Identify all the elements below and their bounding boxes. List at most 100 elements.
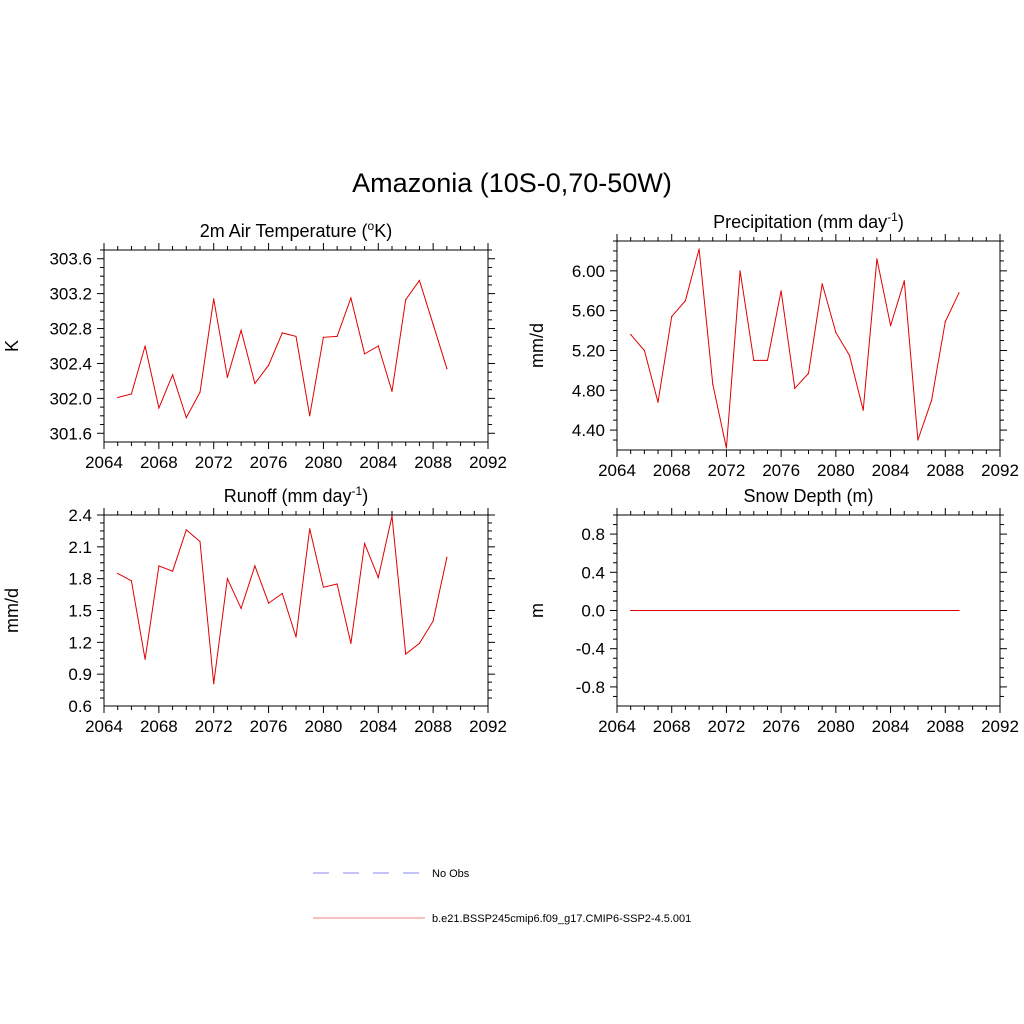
y-tick-label: 302.4 [49,354,92,373]
data-point [890,325,892,327]
data-point [254,382,256,385]
x-tick-label: 2072 [708,717,746,736]
data-point [807,372,810,374]
legend: No Obs b.e21.BSSP245cmip6.f09_g17.CMIP6-S… [313,868,691,925]
data-point [322,586,324,588]
data-point [240,329,242,331]
data-point [281,592,283,595]
data-point [712,383,714,385]
data-point [698,248,700,250]
data-point [418,642,420,645]
y-tick-label: 5.20 [572,341,605,360]
data-point [172,570,174,572]
data-point [172,374,174,376]
x-tick-label: 2084 [872,461,910,480]
data-point [364,353,366,355]
x-tick-label: 2080 [305,453,343,472]
data-point [944,321,946,323]
y-tick-label: 4.40 [572,421,605,440]
data-point [405,299,407,301]
data-point [794,387,796,389]
x-tick-label: 2072 [195,717,233,736]
x-tick-label: 2068 [653,461,691,480]
data-point [725,447,728,449]
data-point [295,335,297,337]
y-tick-label: 301.6 [49,424,92,443]
data-point [226,578,228,580]
x-tick-label: 2080 [817,461,855,480]
x-tick-label: 2092 [469,453,507,472]
x-tick-label: 2088 [414,453,452,472]
panel-air-temperature: 2m Air Temperature (oK) 2064 2068 2072 2076 2… [2,219,507,472]
data-point [862,409,864,411]
y-tick-label: 1.2 [68,633,92,652]
data-point [903,280,905,282]
x-tick-label: 2084 [359,453,397,472]
x-tick-label: 2076 [250,717,288,736]
y-tick-label: 0.4 [581,563,605,582]
series-line [630,248,960,449]
x-tick-label: 2092 [981,461,1019,480]
panel-title: 2m Air Temperature (oK) [200,219,392,241]
data-point [350,297,352,299]
data-point [254,565,256,567]
x-tick-label: 2088 [926,461,964,480]
y-tick-label: 0.0 [581,602,605,621]
data-point [377,577,379,579]
x-tick-label: 2076 [250,453,288,472]
y-axis-label: m [527,603,547,618]
x-tick-label: 2088 [414,717,452,736]
y-tick-label: 0.9 [68,665,92,684]
data-point [226,376,228,378]
data-point [931,399,933,401]
y-tick-label: 302.8 [49,320,92,339]
plot-frame [616,240,1001,451]
data-point [405,653,407,655]
data-point [446,556,448,559]
data-point [391,515,393,517]
x-tick-label: 2064 [85,453,123,472]
data-point [643,349,646,352]
data-point [336,583,338,585]
data-point [671,316,673,318]
data-point [130,393,132,395]
data-point [281,332,283,334]
data-point [835,332,837,334]
data-point [309,415,311,417]
panel-snow-depth: Snow Depth (m) 2064 2068 2072 2076 2080 2084 20… [527,486,1019,736]
data-point [213,683,215,685]
data-point [240,607,242,610]
data-point [848,354,851,357]
data-point [268,602,270,604]
data-point [432,620,434,622]
plot-frame [103,514,489,707]
data-point [377,345,379,347]
x-tick-label: 2092 [981,717,1019,736]
x-tick-label: 2084 [359,717,397,736]
x-tick-label: 2064 [85,717,123,736]
series-line [117,279,448,419]
data-point [630,334,632,336]
y-tick-label: 1.8 [68,570,92,589]
panel-title: Precipitation (mm day-1) [713,210,904,232]
data-point [350,642,352,645]
data-point [117,396,119,399]
data-point [432,323,434,325]
data-point [309,528,311,530]
data-point [391,390,393,392]
y-tick-label: 303.6 [49,250,92,269]
series-line [117,515,448,684]
panel-title: Runoff (mm day-1) [224,484,368,506]
y-tick-label: 5.60 [572,302,605,321]
data-point [739,270,741,272]
legend-label: b.e21.BSSP245cmip6.f09_g17.CMIP6-SSP2-4.… [432,913,691,925]
data-point [684,300,687,302]
data-point [199,391,201,393]
x-tick-label: 2068 [653,717,691,736]
x-tick-label: 2092 [469,717,507,736]
data-point [630,609,632,612]
x-tick-label: 2064 [598,461,636,480]
y-tick-label: 6.00 [572,262,605,281]
plot-frame [103,249,489,443]
data-point [144,345,146,347]
